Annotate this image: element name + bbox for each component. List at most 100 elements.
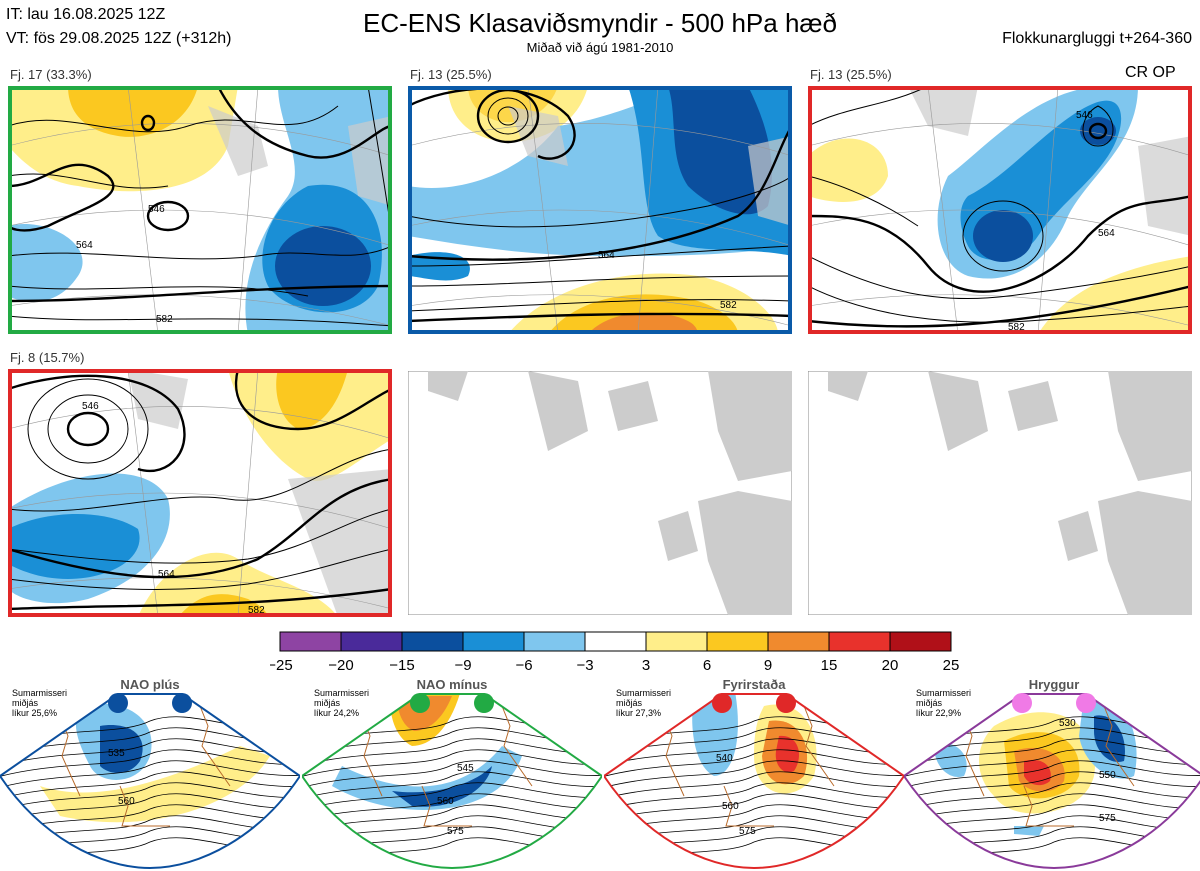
coastline xyxy=(1023,785,1074,827)
negative-anomaly-core xyxy=(275,226,371,306)
height-contour xyxy=(302,749,602,780)
valid-time: VT: fös 29.08.2025 12Z (+312h) xyxy=(6,30,232,47)
colorbar-swatch xyxy=(401,631,464,652)
regime-map: 530 550 575 xyxy=(904,693,1200,870)
height-contour xyxy=(904,782,1200,813)
regime-frame xyxy=(0,693,300,870)
regime-panel: 530 550 575 Hryggur Sumarmisseri miðjás líkur … xyxy=(904,676,1200,871)
height-contour xyxy=(604,771,904,802)
regime-stats: Sumarmisseri miðjás líkur 22,9% xyxy=(916,688,971,718)
anomaly-shading xyxy=(1094,715,1125,762)
regime-season: Sumarmisseri xyxy=(314,688,370,698)
height-contour xyxy=(604,804,904,835)
regime-contour-label: 575 xyxy=(739,826,756,837)
europe-land xyxy=(348,116,392,206)
contour-label-546: 546 xyxy=(1076,110,1093,121)
height-contour xyxy=(302,760,602,791)
regime-contour-label: 560 xyxy=(118,796,135,807)
regime-marker-dot xyxy=(712,693,732,713)
regime-frame xyxy=(904,693,1200,870)
regime-title: Hryggur xyxy=(1028,677,1080,692)
height-contour xyxy=(0,782,300,813)
cluster-map-3: 546 564 582 xyxy=(808,86,1192,334)
regime-sub: miðjás xyxy=(916,698,943,708)
anomaly-shading xyxy=(392,766,492,807)
anomaly-shading xyxy=(934,743,967,777)
contour-label-564: 564 xyxy=(76,240,93,251)
regime-stats: Sumarmisseri miðjás líkur 24,2% xyxy=(314,688,369,718)
regime-prob: líkur 24,2% xyxy=(314,708,360,718)
colorbar-tick-label: −3 xyxy=(576,657,593,674)
regime-map: 545 560 575 xyxy=(302,693,602,870)
colorbar-swatch xyxy=(523,631,586,652)
colorbar-swatch xyxy=(645,631,708,652)
regime-marker-dot xyxy=(1012,693,1032,713)
colorbar-swatch xyxy=(279,631,342,652)
regime-contour-label: 560 xyxy=(437,796,454,807)
height-contour xyxy=(302,771,602,802)
height-contour xyxy=(604,760,904,791)
regime-title: NAO plús xyxy=(120,677,180,692)
colorbar-swatch xyxy=(889,631,952,652)
contour-label-582: 582 xyxy=(156,314,173,325)
page-title: EC-ENS Klasaviðsmyndir - 500 hPa hæð xyxy=(363,8,837,38)
contour-label-564: 564 xyxy=(598,250,615,261)
contour-label-546: 546 xyxy=(148,204,165,215)
colorbar-tick-label: −20 xyxy=(328,657,353,674)
empty-map-5 xyxy=(408,371,792,615)
regime-panel: 535 560 NAO plús Sumarmisseri miðjás líkur 25… xyxy=(0,676,300,871)
regime-frame xyxy=(302,693,602,870)
cluster-map-4: 546 564 582 xyxy=(8,369,392,617)
regime-panel: 540 560 575 Fyrirstaða Sumarmisseri miðjás lík… xyxy=(604,676,904,871)
issue-time: IT: lau 16.08.2025 12Z xyxy=(6,6,166,23)
anomaly-shading xyxy=(100,725,143,773)
regime-season: Sumarmisseri xyxy=(616,688,672,698)
positive-anomaly-core xyxy=(68,86,198,137)
colorbar-tick-label: 25 xyxy=(943,657,960,674)
coastline xyxy=(421,785,472,827)
colorbar-swatch xyxy=(706,631,769,652)
anomaly-colorbar: −25 −20 −15 −9 −6 −3 3 6 9 15 20 25 xyxy=(270,631,960,674)
height-contour xyxy=(904,793,1200,824)
colorbar-swatch xyxy=(767,631,830,652)
regime-marker-dot xyxy=(776,693,796,713)
cluster-map-2: 564 582 xyxy=(408,86,792,334)
regime-map: 535 560 xyxy=(0,693,300,870)
contour-label-564: 564 xyxy=(1098,228,1115,239)
greenland-land xyxy=(208,106,268,176)
height-contour xyxy=(0,771,300,802)
classification-window: Flokkunargluggi t+264-360 xyxy=(1002,30,1192,47)
negative-anomaly-area xyxy=(8,224,83,302)
colorbar-tick-label: 3 xyxy=(642,657,650,674)
contour-label-582: 582 xyxy=(248,605,265,616)
height-contour xyxy=(904,804,1200,835)
colorbar-tick-label: −15 xyxy=(389,657,414,674)
regime-sub: miðjás xyxy=(314,698,341,708)
height-contour xyxy=(302,793,602,824)
regime-marker-dot xyxy=(1076,693,1096,713)
colorbar-tick-label: 20 xyxy=(882,657,899,674)
regime-frame xyxy=(604,693,904,870)
regime-contour-label: 560 xyxy=(722,801,739,812)
colorbar-swatch xyxy=(340,631,403,652)
regime-season: Sumarmisseri xyxy=(12,688,68,698)
panel-1-label: Fj. 17 (33.3%) xyxy=(10,67,92,82)
coastline xyxy=(501,705,533,787)
colorbar-tick-label: 6 xyxy=(703,657,711,674)
height-contour xyxy=(302,804,602,835)
panel-3-border xyxy=(808,86,1192,334)
panel-3-label: Fj. 13 (25.5%) xyxy=(810,67,892,82)
height-contour xyxy=(0,804,300,835)
height-contour xyxy=(0,793,300,824)
regime-season: Sumarmisseri xyxy=(916,688,972,698)
coastline xyxy=(199,705,231,787)
regime-contour-label: 530 xyxy=(1059,718,1076,729)
colorbar-tick-label: 9 xyxy=(764,657,772,674)
regime-contour-label: 545 xyxy=(457,763,474,774)
regime-marker-dot xyxy=(474,693,494,713)
colorbar-swatch xyxy=(584,631,647,652)
regime-contour-label: 535 xyxy=(108,748,125,759)
regime-stats: Sumarmisseri miðjás líkur 27,3% xyxy=(616,688,671,718)
colorbar-tick-label: −9 xyxy=(454,657,471,674)
anomaly-shading xyxy=(775,735,799,773)
